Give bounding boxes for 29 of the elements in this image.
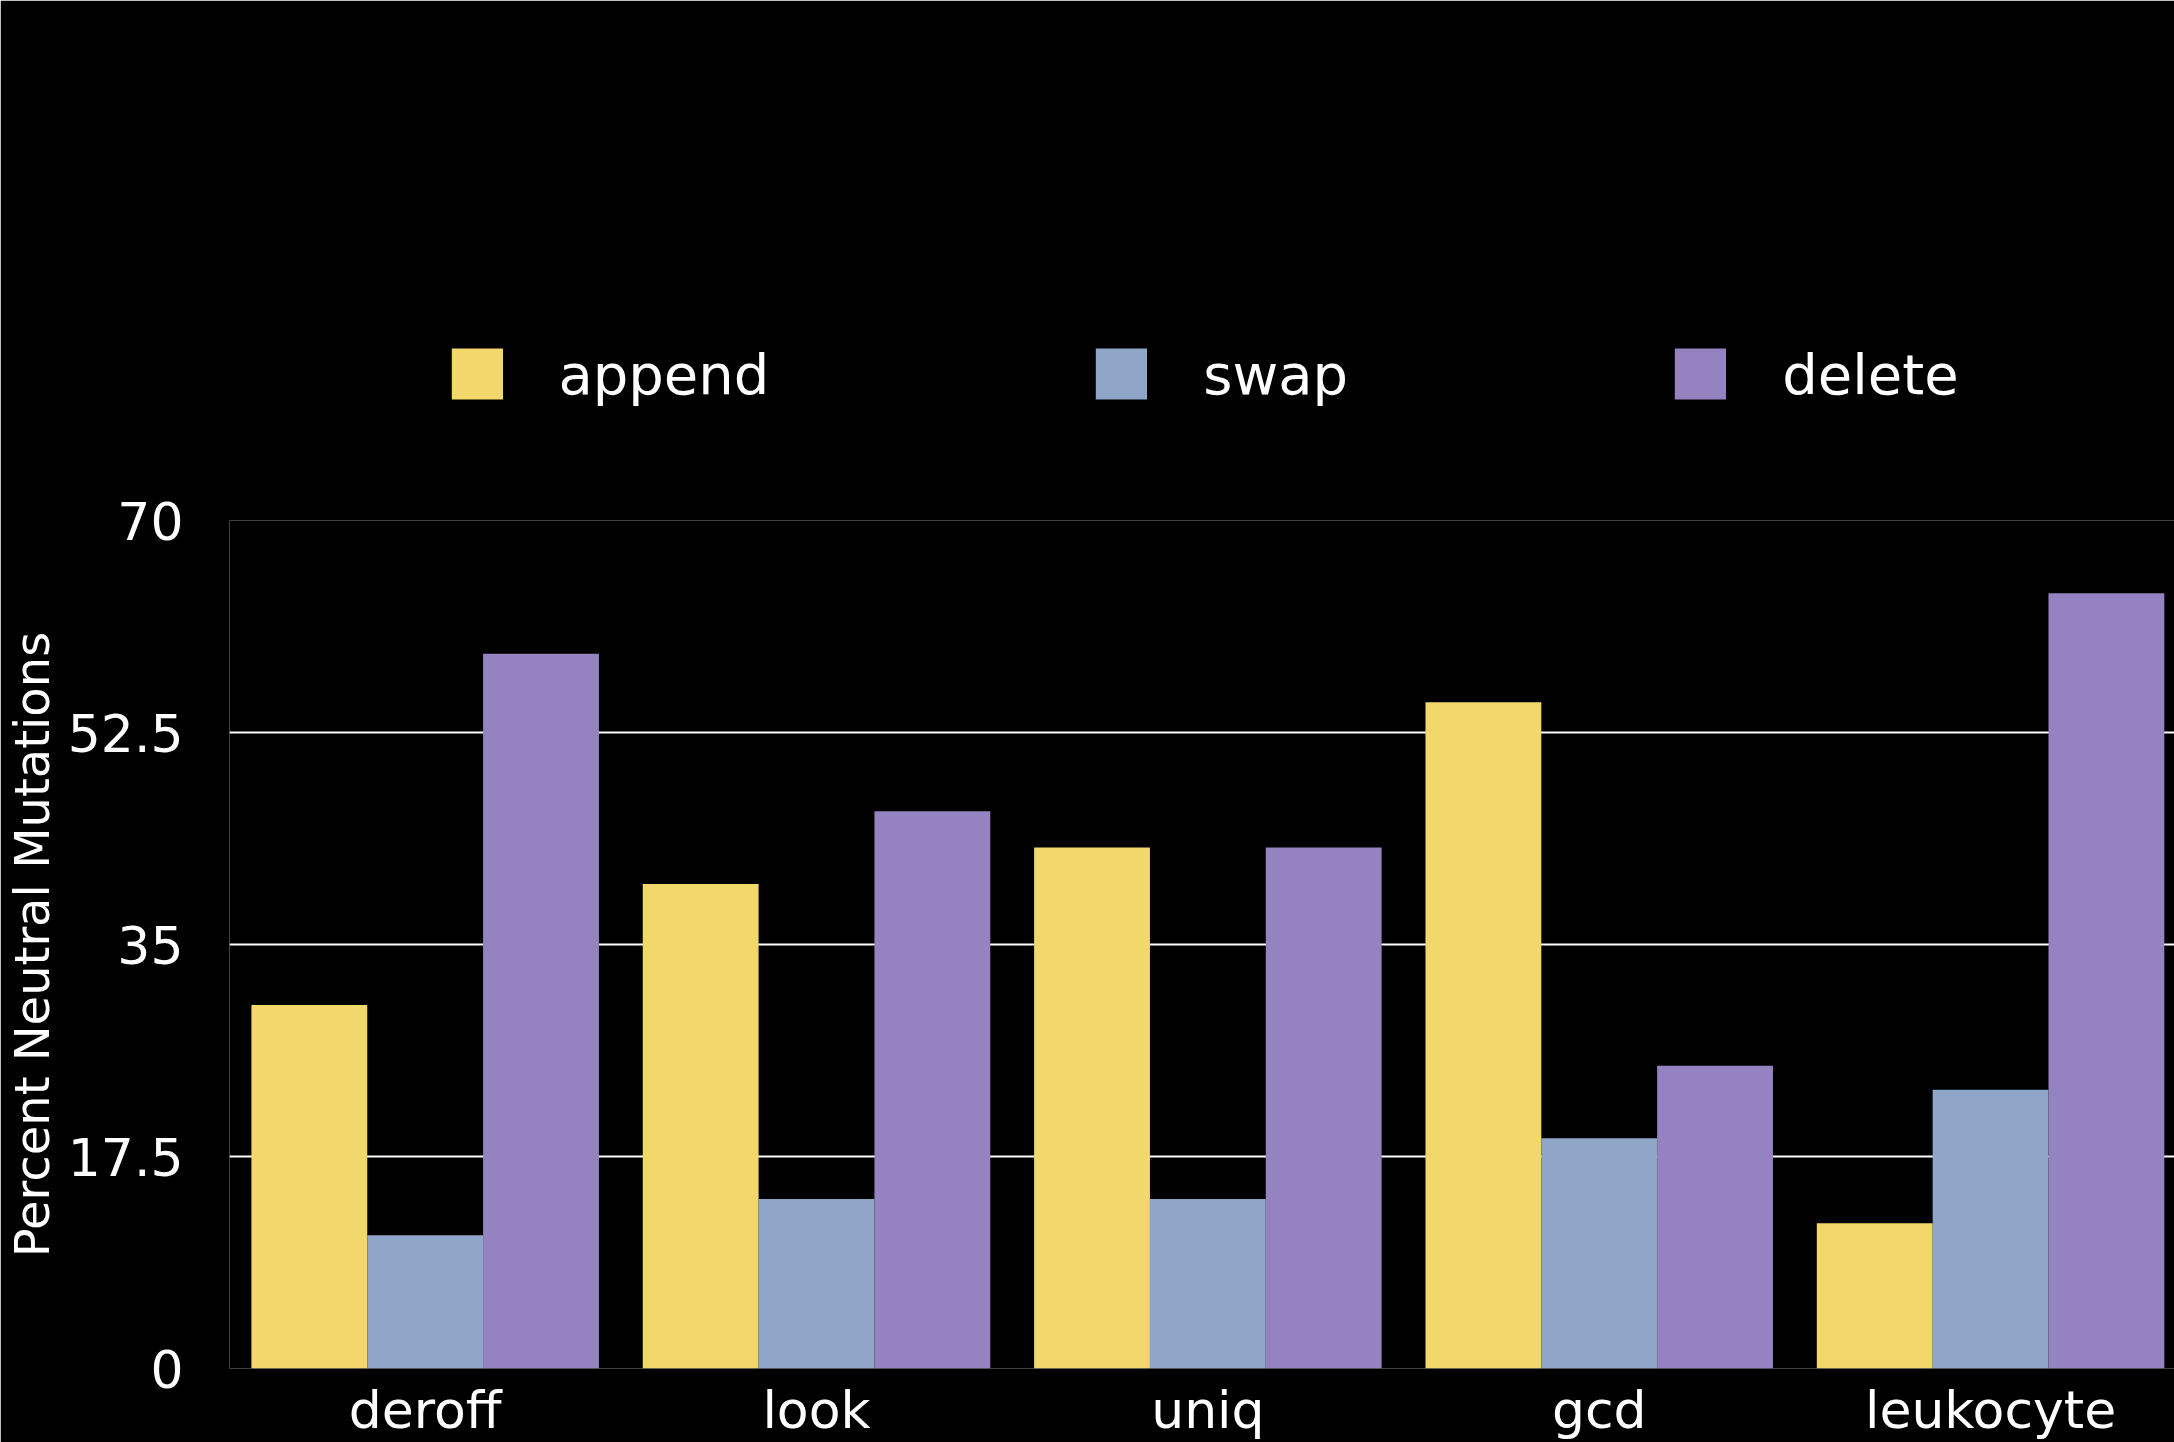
y-tick-label: 35 — [117, 915, 184, 976]
bar — [1425, 702, 1542, 1369]
y-tick-label: 0 — [150, 1339, 184, 1400]
y-axis-title: Percent Neutral Mutations — [3, 631, 60, 1258]
x-tick-label: gcd — [1551, 1379, 1647, 1440]
x-tick-label: uniq — [1151, 1379, 1265, 1440]
bar — [1541, 1138, 1658, 1369]
y-tick-label: 52.5 — [67, 703, 184, 764]
y-tick-label: 17.5 — [67, 1127, 184, 1188]
bar — [1932, 1089, 2049, 1369]
bar — [251, 1005, 368, 1369]
bar — [367, 1235, 484, 1369]
bar — [1149, 1198, 1266, 1369]
legend-label: swap — [1203, 341, 1349, 407]
x-tick-label: deroff — [348, 1379, 503, 1440]
bar — [483, 653, 599, 1369]
bar — [758, 1198, 875, 1369]
x-tick-label: leukocyte — [1864, 1379, 2117, 1440]
x-tick-label: look — [762, 1379, 871, 1440]
bar — [1816, 1223, 1933, 1369]
bar — [642, 883, 759, 1369]
y-tick-label: 70 — [117, 491, 184, 552]
bar — [1657, 1065, 1773, 1369]
legend-label: delete — [1782, 341, 1959, 407]
bar — [1265, 847, 1382, 1369]
legend-label: append — [558, 341, 770, 407]
bar — [1034, 847, 1150, 1369]
bar — [2048, 593, 2165, 1369]
bar — [874, 811, 991, 1369]
